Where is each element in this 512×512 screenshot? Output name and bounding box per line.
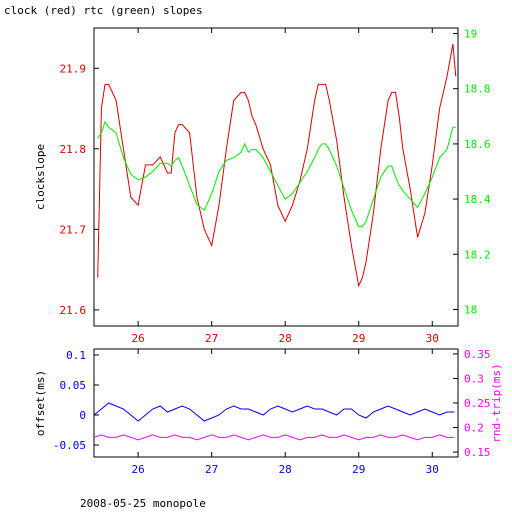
y-tick-label-left: 21.9: [60, 62, 87, 75]
x-tick-label: 30: [426, 332, 439, 345]
y-tick-label-right: 18.4: [464, 193, 491, 206]
y-tick-label-right: 18: [464, 303, 477, 316]
chart-title: clock (red) rtc (green) slopes: [4, 4, 203, 17]
x-tick-label: 30: [426, 463, 439, 476]
series-line-rnd-trip: [93, 434, 455, 441]
y-axis-label-left: clockslope: [34, 144, 47, 210]
x-tick-label: 26: [131, 332, 144, 345]
x-tick-label: 27: [205, 463, 218, 476]
series-line-offset: [93, 402, 455, 422]
x-tick-label: 28: [279, 463, 292, 476]
y-tick-label-right: 0.35: [464, 348, 491, 361]
y-tick-label-right: 19: [464, 28, 477, 41]
y-tick-label-right: 0.15: [464, 446, 491, 459]
y-tick-label-left: 21.8: [60, 143, 87, 156]
y-tick-label-left: 21.7: [60, 223, 87, 236]
x-tick-label: 29: [352, 463, 365, 476]
y-tick-label-left: 21.6: [60, 304, 87, 317]
y-tick-label-right: 0.2: [464, 422, 484, 435]
y-tick-label-right: 18.2: [464, 248, 491, 261]
plot-frame-1: [93, 348, 459, 458]
y-axis-label-left: offset(ms): [34, 370, 47, 436]
y-tick-label-right: 0.3: [464, 372, 484, 385]
y-tick-label-left: 0.05: [60, 379, 87, 392]
x-tick-label: 29: [352, 332, 365, 345]
series-line-clock: [97, 44, 457, 288]
chart-footer: 2008-05-25 monopole: [80, 497, 206, 510]
x-tick-label: 27: [205, 332, 218, 345]
series-line-rtc: [97, 120, 456, 228]
y-tick-label-right: 18.6: [464, 138, 491, 151]
y-tick-label-left: -0.05: [53, 439, 86, 452]
y-tick-label-left: 0: [79, 409, 86, 422]
y-tick-label-right: 18.8: [464, 83, 491, 96]
x-tick-label: 26: [131, 463, 144, 476]
plot-frame-0: [93, 27, 459, 327]
y-tick-label-left: 0.1: [66, 349, 86, 362]
y-tick-label-right: 0.25: [464, 397, 491, 410]
y-axis-label-right: rnd-trip(ms): [490, 363, 503, 442]
x-tick-label: 28: [279, 332, 292, 345]
